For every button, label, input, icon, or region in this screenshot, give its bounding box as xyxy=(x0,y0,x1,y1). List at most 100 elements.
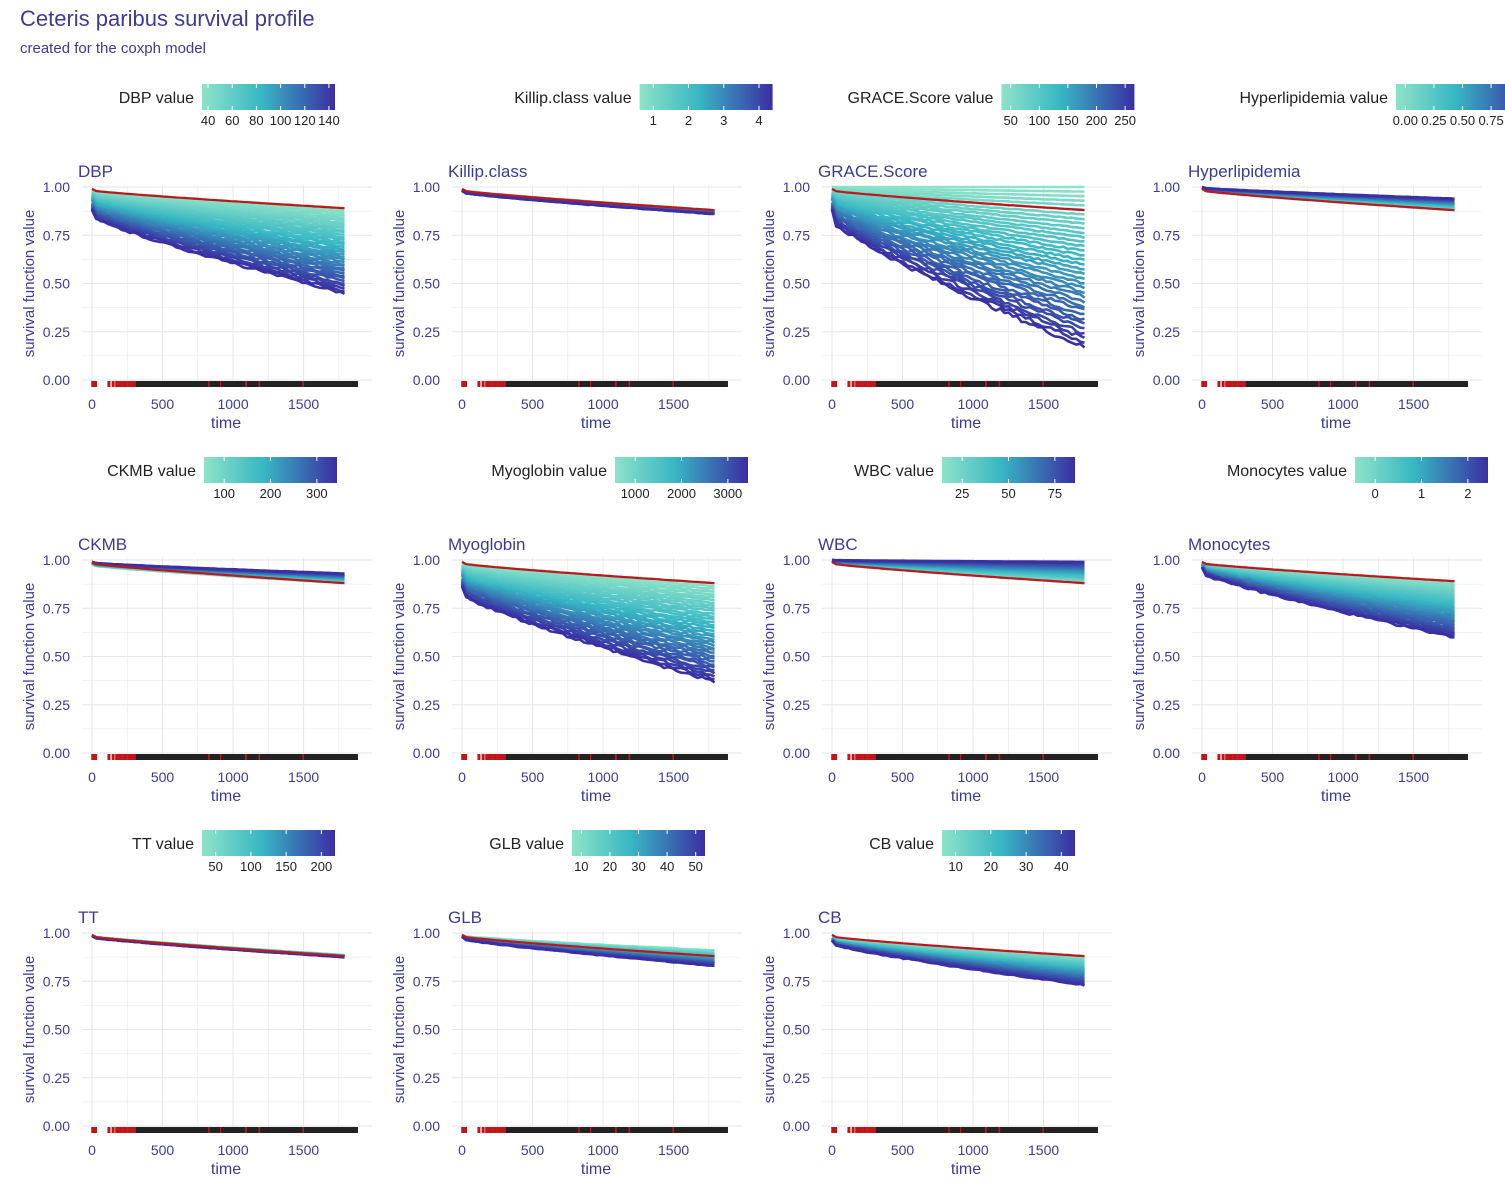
rug-mark xyxy=(274,1127,278,1133)
y-axis-title: survival function value xyxy=(391,210,408,358)
rug-mark xyxy=(321,1127,325,1133)
rug-mark xyxy=(990,1127,994,1133)
rug-mark xyxy=(1463,381,1467,387)
x-axis-title: time xyxy=(1321,788,1351,805)
rug-mark xyxy=(622,754,626,760)
y-tick-label: 0.50 xyxy=(413,1022,440,1038)
rug-mark xyxy=(723,381,727,387)
legend-colorbar xyxy=(942,457,1075,483)
rug-mark xyxy=(963,754,967,760)
rug-mark xyxy=(859,381,863,387)
rug-mark xyxy=(993,381,997,387)
rug-mark xyxy=(464,754,468,760)
rug-mark xyxy=(336,1127,340,1133)
rug-mark xyxy=(229,754,233,760)
rug-mark xyxy=(631,381,635,387)
rug-mark xyxy=(586,381,590,387)
rug-mark xyxy=(709,381,713,387)
x-tick-label: 1500 xyxy=(658,396,689,412)
rug xyxy=(1201,381,1468,387)
rug-mark xyxy=(513,754,517,760)
rug-mark xyxy=(1232,381,1236,387)
rug-mark xyxy=(337,1127,341,1133)
y-tick-label: 0.00 xyxy=(413,745,440,761)
rug-mark xyxy=(1314,754,1318,760)
rug-mark xyxy=(160,1127,164,1133)
rug-mark xyxy=(300,1127,304,1133)
rug-mark xyxy=(1358,754,1362,760)
rug-mark xyxy=(307,381,311,387)
rug-mark xyxy=(505,381,509,387)
rug-mark xyxy=(288,381,292,387)
rug-mark xyxy=(487,1127,491,1133)
rug-mark xyxy=(951,754,955,760)
rug-mark xyxy=(955,754,959,760)
y-axis-title: survival function value xyxy=(1131,210,1148,358)
rug-mark xyxy=(1029,1127,1033,1133)
legend-tick-label: 3000 xyxy=(713,486,742,501)
rug-mark xyxy=(1396,381,1400,387)
rug-mark xyxy=(605,754,609,760)
rug-mark xyxy=(698,754,702,760)
rug-mark xyxy=(1252,754,1256,760)
rug-mark xyxy=(1023,1127,1027,1133)
legend-label: GLB value xyxy=(489,836,564,853)
legend-label: CKMB value xyxy=(107,463,196,480)
rug-mark xyxy=(192,1127,196,1133)
rug-mark xyxy=(1093,754,1097,760)
rug-mark xyxy=(723,1127,727,1133)
y-tick-label: 0.00 xyxy=(413,1118,440,1134)
rug-mark xyxy=(261,754,265,760)
profile-curve xyxy=(90,199,345,256)
legend-label: DBP value xyxy=(119,90,194,107)
profile-curve xyxy=(831,189,1085,216)
rug-mark xyxy=(907,1127,911,1133)
rug-mark xyxy=(1040,381,1044,387)
rug-mark xyxy=(180,381,184,387)
rug-mark xyxy=(1294,381,1298,387)
rug-mark xyxy=(186,381,190,387)
rug-mark xyxy=(1031,1127,1035,1133)
rug-mark xyxy=(948,754,952,760)
rug-mark xyxy=(535,381,539,387)
y-tick-label: 0.50 xyxy=(783,1022,810,1038)
rug-mark xyxy=(711,381,715,387)
rug-mark xyxy=(201,1127,205,1133)
rug-mark xyxy=(630,381,634,387)
rug-mark xyxy=(1447,381,1451,387)
rug-mark xyxy=(318,381,322,387)
rug-mark xyxy=(485,1127,489,1133)
rug-mark xyxy=(530,381,534,387)
rug-mark xyxy=(216,754,220,760)
y-tick-label: 0.75 xyxy=(43,227,70,243)
rug-mark xyxy=(900,1127,904,1133)
rug-mark xyxy=(209,1127,213,1133)
rug-mark xyxy=(186,1127,190,1133)
rug-mark xyxy=(882,1127,886,1133)
rug-mark xyxy=(1399,381,1403,387)
rug-mark xyxy=(1428,754,1432,760)
rug xyxy=(1201,754,1468,760)
rug-mark xyxy=(1077,381,1081,387)
rug-mark xyxy=(924,1127,928,1133)
rug-mark xyxy=(941,1127,945,1133)
rug-mark xyxy=(1323,754,1327,760)
rug-mark xyxy=(328,381,332,387)
rug-mark xyxy=(291,1127,295,1133)
rug-mark xyxy=(934,381,938,387)
facet-title: DBP xyxy=(78,162,113,181)
y-tick-label: 0.00 xyxy=(43,372,70,388)
legend-tick-label: 25 xyxy=(955,486,969,501)
rug-mark xyxy=(1363,754,1367,760)
rug-mark xyxy=(508,754,512,760)
rug-mark xyxy=(313,381,317,387)
rug-mark xyxy=(862,754,866,760)
rug-mark xyxy=(1221,754,1225,760)
rug-mark xyxy=(677,1127,681,1133)
rug-mark xyxy=(540,754,544,760)
rug-mark xyxy=(1382,754,1386,760)
rug-mark xyxy=(1308,754,1312,760)
rug-mark xyxy=(323,754,327,760)
x-tick-label: 0 xyxy=(458,396,466,412)
rug-mark xyxy=(165,1127,169,1133)
